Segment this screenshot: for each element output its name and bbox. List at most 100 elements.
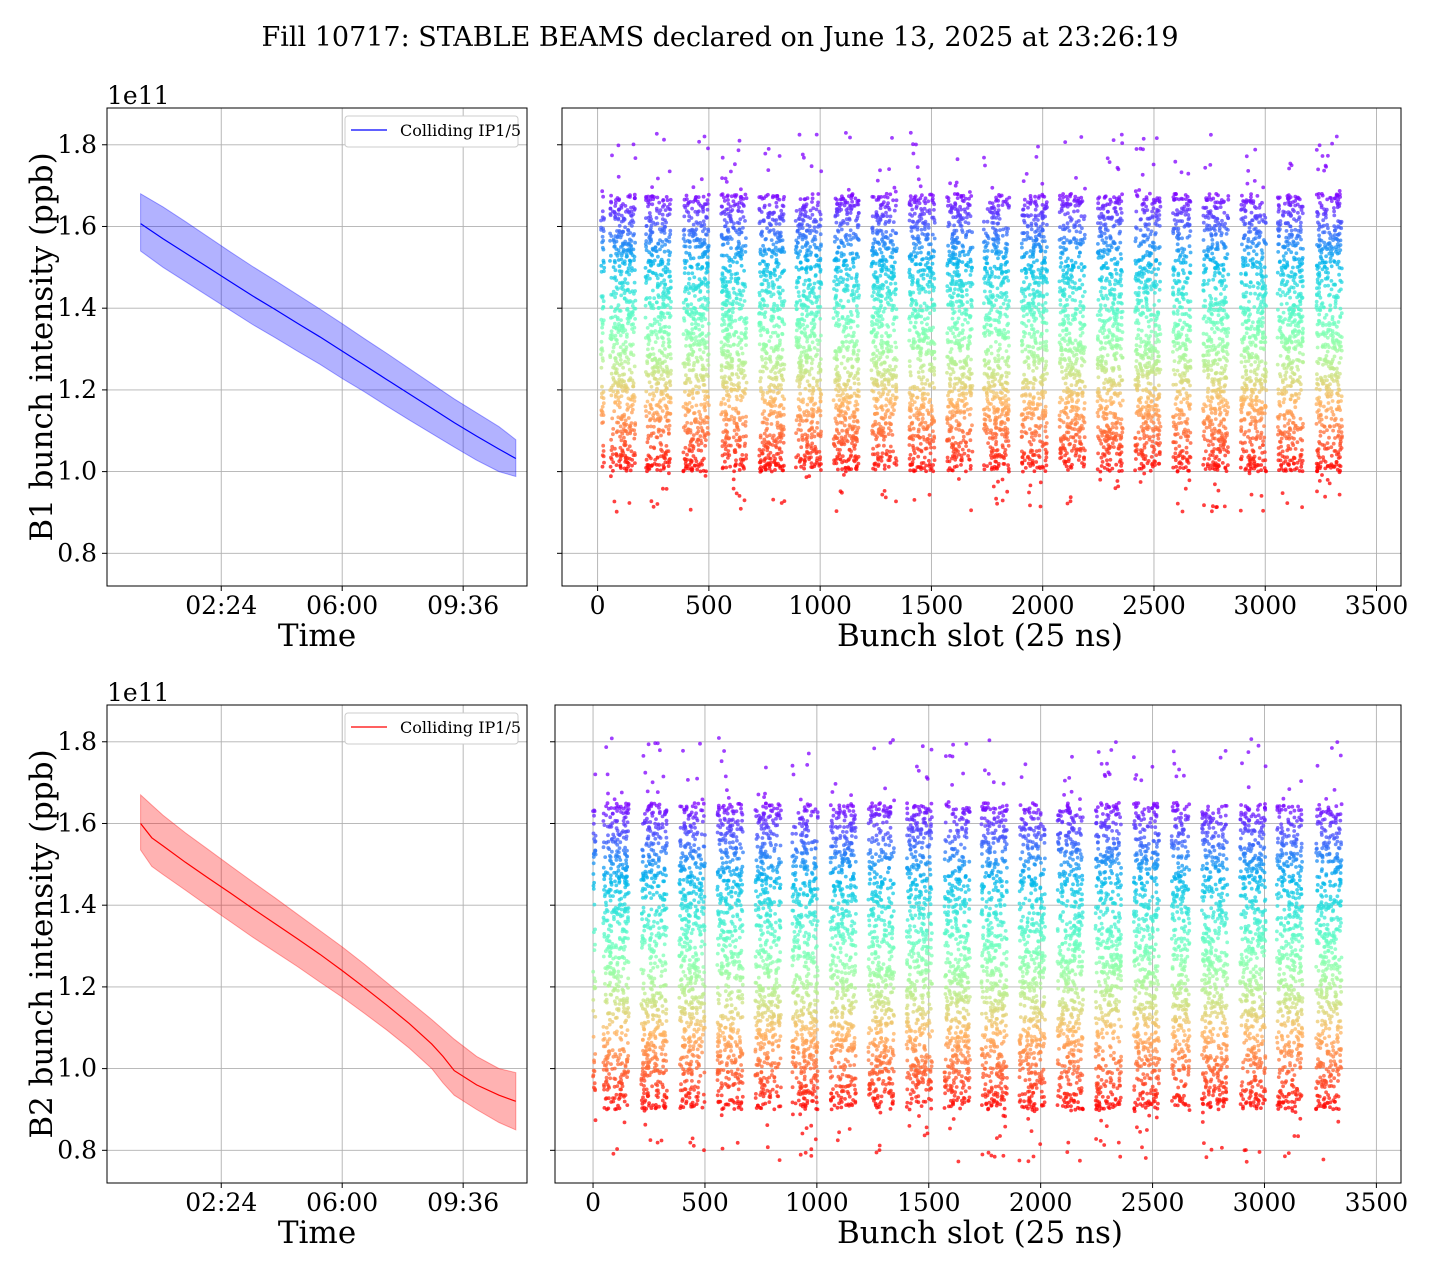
b1-bunch-point bbox=[659, 390, 664, 395]
b1-bunch-point bbox=[601, 396, 606, 401]
b1-bunch-point bbox=[856, 389, 861, 394]
b1-bunch-point bbox=[961, 434, 966, 439]
b1-bunch-point bbox=[836, 467, 840, 472]
b1-bunch-point bbox=[908, 130, 913, 135]
b1-bunch-point bbox=[964, 308, 969, 312]
b1-bunch-point bbox=[927, 279, 932, 284]
b1-bunch-point bbox=[683, 413, 688, 418]
b1-bunch-point bbox=[736, 244, 741, 249]
b1-bunch-point bbox=[694, 227, 699, 232]
b1-bunch-point bbox=[631, 233, 636, 238]
b1-bunch-point bbox=[874, 210, 879, 214]
b1-bunch-point bbox=[697, 255, 702, 260]
b1-bunch-point bbox=[726, 449, 731, 453]
b1-bunch-point bbox=[630, 289, 635, 293]
b1-bunch-point bbox=[622, 241, 627, 246]
b1-bunch-point bbox=[839, 435, 844, 440]
b1-bunch-point bbox=[609, 275, 614, 280]
b1-bunch-point bbox=[855, 324, 860, 328]
b1-bunch-point bbox=[808, 347, 813, 352]
b1-bunch-point bbox=[706, 395, 710, 400]
b1-bunch-point bbox=[883, 386, 888, 391]
b1-bunch-point bbox=[662, 278, 667, 283]
b1-bunch-point bbox=[762, 278, 767, 283]
b1-bunch-point bbox=[907, 267, 912, 272]
b1-bunch-point bbox=[850, 334, 854, 339]
b1-bunch-point bbox=[795, 378, 800, 383]
b1-bunch-point bbox=[844, 411, 848, 416]
b1-bunch-point bbox=[920, 381, 924, 386]
b1-bunch-point bbox=[609, 329, 614, 334]
b1-bunch-point bbox=[841, 288, 846, 293]
b1-bunch-point bbox=[800, 317, 805, 321]
b1-bunch-point bbox=[664, 195, 669, 199]
b1-bunch-point bbox=[730, 302, 735, 307]
b1-bunch-point bbox=[690, 227, 695, 232]
b1-bunch-point bbox=[705, 215, 709, 220]
b1-bunch-point bbox=[808, 245, 813, 249]
b1-bunch-point bbox=[877, 220, 881, 225]
b1-bunch-point bbox=[797, 405, 801, 409]
b1-bunch-point bbox=[688, 245, 692, 249]
b1-bunch-point bbox=[885, 409, 889, 413]
b1-bunch-point bbox=[618, 463, 623, 468]
b1-bunch-point bbox=[704, 271, 709, 275]
b1-bunch-point bbox=[599, 269, 604, 274]
b1-bunch-point bbox=[886, 432, 891, 436]
b1-bunch-point bbox=[659, 442, 664, 447]
b1-bunch-point bbox=[658, 259, 663, 264]
b1-bunch-point bbox=[968, 372, 973, 377]
b1-bunch-point bbox=[667, 235, 672, 240]
b1-bunch-point bbox=[907, 424, 912, 429]
b1-bunch-point bbox=[633, 298, 638, 303]
b1-bunch-point bbox=[844, 438, 849, 442]
b1-bunch-point bbox=[845, 221, 850, 226]
b1-bunch-point bbox=[622, 217, 627, 222]
b1-bunch-point bbox=[722, 199, 727, 203]
b1-bunch-point bbox=[893, 340, 898, 345]
b1-bunch-point bbox=[841, 263, 846, 268]
b1-bunch-point bbox=[633, 268, 637, 272]
b1-bunch-point bbox=[626, 228, 630, 232]
b1-bunch-point bbox=[817, 463, 822, 468]
b1-bunch-point bbox=[760, 234, 764, 238]
b1-bunch-point bbox=[798, 260, 803, 265]
b1-bunch-point bbox=[798, 211, 803, 216]
b1-bunch-point bbox=[808, 282, 812, 287]
b1-bunch-point bbox=[871, 466, 875, 471]
b1-bunch-point bbox=[914, 330, 919, 335]
b1-bunch-point bbox=[951, 291, 956, 296]
b1-bunch-point bbox=[957, 444, 962, 449]
b1-bunch-point bbox=[871, 389, 876, 394]
b1-bunch-point bbox=[951, 303, 955, 308]
b1-bunch-point bbox=[667, 400, 671, 404]
b1-bunch-point bbox=[706, 363, 711, 367]
b1-bunch-point bbox=[920, 369, 925, 374]
b1-bunch-point bbox=[770, 443, 775, 447]
b1-bunch-point bbox=[739, 346, 744, 351]
b1-bunch-point bbox=[765, 421, 769, 426]
b1-bunch-point bbox=[760, 420, 765, 425]
b1-bunch-point bbox=[667, 296, 671, 301]
b1-bunch-point bbox=[630, 458, 635, 462]
b1-bunch-point bbox=[687, 276, 692, 281]
b1-bunch-point bbox=[908, 320, 913, 325]
b1-bunch-point bbox=[600, 189, 605, 194]
b1-bunch-point bbox=[733, 330, 738, 334]
b1-bunch-point bbox=[946, 199, 951, 204]
b1-bunch-point bbox=[614, 291, 618, 296]
b1-bunch-point bbox=[912, 211, 917, 216]
b1-bunch-point bbox=[955, 272, 960, 277]
b1-bunch-point bbox=[847, 194, 851, 199]
b1-bunch-point bbox=[874, 231, 879, 235]
b1-bunch-point bbox=[618, 345, 623, 350]
b1-bunch-point bbox=[666, 258, 671, 263]
b1-bunch-point bbox=[840, 438, 844, 443]
b1-bunch-point bbox=[843, 387, 848, 392]
b1-bunch-point bbox=[719, 364, 724, 369]
b1-bunch-point bbox=[877, 391, 881, 395]
b1-bunch-point bbox=[932, 369, 937, 373]
b1-bunch-point bbox=[633, 240, 637, 245]
b1-bunch-point bbox=[665, 460, 670, 465]
b1-bunch-point bbox=[630, 407, 635, 412]
